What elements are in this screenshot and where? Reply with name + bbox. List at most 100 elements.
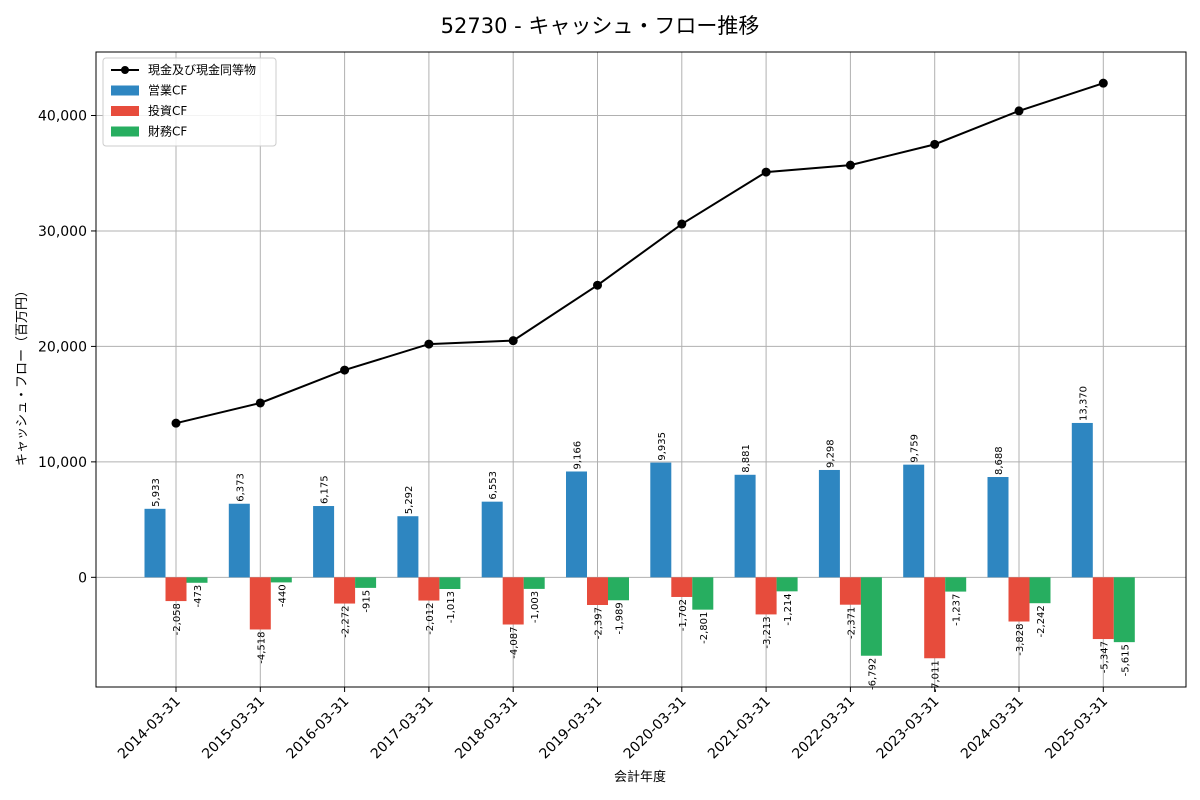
legend-entry: 現金及び現金同等物 [148, 62, 256, 77]
bar-営業CF [1071, 422, 1093, 578]
bar-財務CF [692, 577, 714, 610]
bar-投資CF [1008, 577, 1030, 622]
bar-営業CF [144, 508, 166, 578]
cash-point [171, 418, 181, 428]
cash-point [1098, 78, 1108, 88]
data-label: -2,012 [425, 603, 436, 635]
bar-投資CF [249, 577, 271, 630]
data-label: -2,272 [341, 606, 352, 638]
bar-投資CF [924, 577, 946, 659]
data-label: -4,087 [509, 627, 520, 659]
bar-営業CF [481, 501, 503, 578]
bar-投資CF [502, 577, 524, 625]
cash-point [1014, 106, 1024, 116]
y-tick-label: 20,000 [38, 339, 87, 355]
data-label: -7,011 [931, 660, 942, 692]
legend-entry: 営業CF [148, 84, 187, 98]
data-label: -1,989 [615, 602, 626, 634]
x-tick-label: 2023-03-31 [874, 694, 943, 763]
bar-財務CF [1113, 577, 1135, 643]
x-tick-label: 2025-03-31 [1042, 694, 1111, 763]
data-label: 9,298 [825, 439, 836, 468]
x-tick-label: 2021-03-31 [705, 694, 774, 763]
data-label: -473 [193, 585, 204, 608]
data-label: -2,801 [699, 612, 710, 644]
legend-box [102, 57, 277, 147]
bar-営業CF [734, 474, 756, 578]
cash-line [175, 82, 1104, 425]
bar-財務CF [945, 577, 967, 592]
data-label: -1,003 [530, 591, 541, 623]
bar-営業CF [987, 477, 1009, 578]
bar-営業CF [313, 506, 335, 578]
y-tick-label: 0 [78, 570, 87, 586]
legend-swatch [111, 106, 139, 116]
data-label: 9,759 [910, 434, 921, 463]
bar-財務CF [186, 577, 208, 583]
bar-投資CF [755, 577, 777, 615]
bar-営業CF [818, 469, 840, 578]
bar-投資CF [165, 577, 187, 602]
bar-財務CF [776, 577, 798, 592]
bar-財務CF [355, 577, 377, 588]
data-label: -2,058 [172, 603, 183, 635]
bar-営業CF [566, 471, 587, 578]
data-label: -3,828 [1015, 624, 1026, 656]
legend-entry: 投資CF [148, 103, 187, 118]
bar-営業CF [650, 462, 672, 578]
data-label: -5,347 [1099, 641, 1110, 673]
bar-財務CF [608, 577, 629, 601]
data-label: -1,702 [678, 599, 689, 631]
data-label: -1,214 [783, 593, 794, 625]
legend-entry: 財務CF [148, 124, 187, 139]
plot-area: 5,933 6,373 6,175 5,292 6,553 9,166 9,935 8,881… [38, 51, 1187, 763]
data-label: -2,242 [1036, 605, 1047, 637]
cash-point [593, 280, 602, 290]
legend-swatch [111, 85, 139, 96]
data-label: 13,370 [1078, 386, 1089, 421]
x-tick-label: 2019-03-31 [536, 694, 605, 763]
data-label: -4,518 [256, 631, 267, 663]
cash-point [761, 167, 771, 177]
data-label: -2,371 [846, 607, 857, 639]
cash-point [508, 336, 518, 346]
data-label: 6,553 [488, 471, 499, 500]
bar-営業CF [903, 464, 925, 578]
legend-marker [121, 66, 129, 74]
cash-point [930, 139, 940, 149]
x-axis-label: 会計年度 [614, 769, 666, 785]
cash-point [845, 160, 855, 170]
x-tick-label: 2024-03-31 [958, 694, 1027, 763]
x-tick-label: 2018-03-31 [452, 694, 521, 763]
bar-投資CF [418, 577, 440, 601]
cash-point [255, 398, 265, 408]
bar-営業CF [397, 516, 419, 578]
bar-営業CF [228, 503, 250, 578]
x-tick-label: 2017-03-31 [368, 694, 437, 763]
data-label: 9,166 [573, 441, 584, 470]
bar-財務CF [270, 577, 292, 583]
data-label: -1,237 [952, 594, 963, 626]
data-label: -6,792 [867, 658, 878, 690]
x-tick-label: 2015-03-31 [199, 694, 268, 763]
data-label: 8,688 [994, 446, 1005, 475]
bar-投資CF [1092, 577, 1114, 640]
data-label: -3,213 [762, 616, 773, 648]
y-axis-label: キャッシュ・フロー（百万円） [15, 284, 30, 466]
cash-point [424, 339, 434, 349]
data-label: 6,373 [235, 473, 246, 502]
data-label: 5,292 [404, 486, 415, 515]
legend-swatch [111, 126, 139, 137]
x-tick-label: 2022-03-31 [789, 694, 858, 763]
bar-投資CF [587, 577, 608, 605]
x-tick-label: 2020-03-31 [621, 694, 690, 763]
bar-財務CF [860, 577, 882, 656]
chart-title: 52730 - キャッシュ・フロー推移 [441, 14, 760, 38]
plot-frame [95, 51, 1187, 688]
y-tick-label: 10,000 [38, 455, 87, 471]
bar-財務CF [1029, 577, 1051, 604]
x-tick-label: 2016-03-31 [284, 694, 353, 763]
bar-投資CF [839, 577, 861, 605]
